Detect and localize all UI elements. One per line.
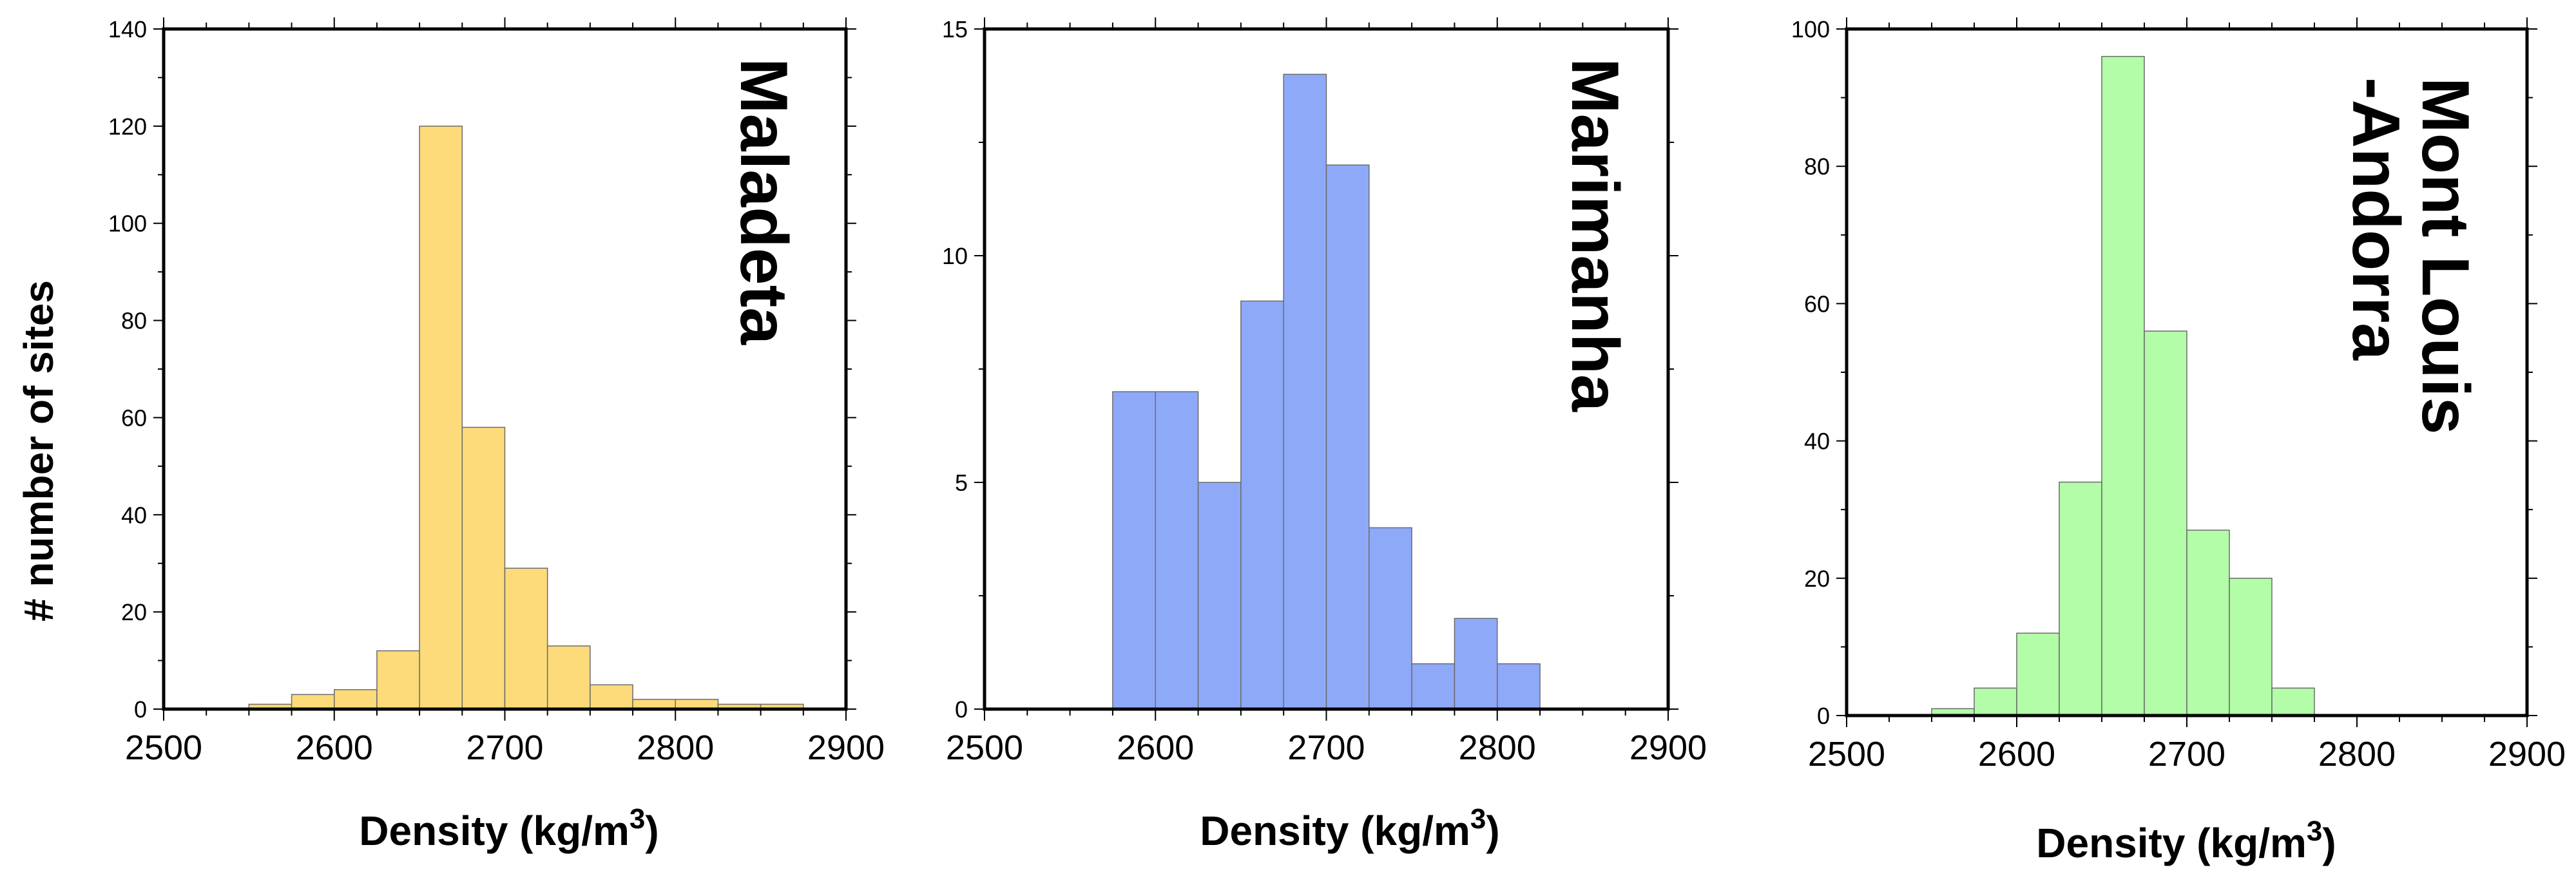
panel-title: Marimanha <box>1557 58 1632 412</box>
y-tick-label: 5 <box>955 470 968 496</box>
x-tick-label: 2600 <box>1978 735 2055 774</box>
y-tick-label: 20 <box>121 599 147 625</box>
y-tick-label: 100 <box>1791 16 1830 43</box>
y-tick-label: 20 <box>1804 565 1830 592</box>
x-tick-label: 2800 <box>637 728 714 767</box>
histogram-bar <box>1197 482 1242 710</box>
x-tick-label: 2700 <box>1287 728 1365 767</box>
x-axis-label-close: ) <box>1486 808 1499 854</box>
histogram-bar <box>1240 300 1284 710</box>
x-axis-label-superscript: 3 <box>2307 815 2322 847</box>
histogram-bar <box>1411 663 1456 710</box>
panel-title-line: Mont Louis <box>2408 77 2483 435</box>
y-tick-label: 40 <box>121 502 147 528</box>
x-tick-label: 2600 <box>296 728 373 767</box>
histogram-bar <box>419 126 463 710</box>
x-tick-label: 2800 <box>1459 728 1536 767</box>
y-tick-label: 15 <box>942 16 968 43</box>
panel-title-line: Maladeta <box>726 58 801 345</box>
histogram-bar <box>2016 632 2060 716</box>
y-tick-label: 80 <box>121 308 147 334</box>
histogram-bar <box>334 689 378 710</box>
y-tick-label: 120 <box>108 113 147 140</box>
x-tick-label: 2500 <box>946 728 1023 767</box>
histogram-bar <box>2101 55 2145 716</box>
histogram-bar <box>1497 663 1541 710</box>
histogram-panel-marimanha: 2500 2600 2700 2800 2900 0 5 10 15 Marimanha Densi… <box>942 16 1707 854</box>
x-tick-label: 2500 <box>1808 735 1885 774</box>
x-axis-label: Density (kg/m3) <box>1200 803 1499 854</box>
histogram-bar <box>1369 527 1412 710</box>
histogram-bar <box>2271 687 2315 716</box>
y-tick-label: 0 <box>955 696 968 723</box>
y-tick-label: 0 <box>134 696 147 723</box>
x-axis-label-text: Density (kg/m <box>1200 808 1470 854</box>
histogram-bar <box>1112 391 1156 710</box>
x-axis-label-close: ) <box>645 808 658 854</box>
histogram-bar <box>291 694 335 710</box>
histogram-bar <box>2229 578 2273 716</box>
histogram-bar <box>546 645 591 710</box>
histogram-bar <box>1325 164 1370 710</box>
histogram-panel-maladeta: 2500 2600 2700 2800 2900 0 20 40 60 80 100 120 140 Ma… <box>108 16 885 854</box>
x-tick-label: 2700 <box>466 728 543 767</box>
x-axis-label-superscript: 3 <box>1470 803 1486 835</box>
x-axis-label: Density (kg/m3) <box>359 803 658 854</box>
histogram-bar <box>2144 330 2187 716</box>
x-tick-label: 2600 <box>1117 728 1194 767</box>
histogram-bar <box>504 567 548 710</box>
histogram-bar <box>2186 529 2230 716</box>
panel-title-line: -Andorra <box>2338 77 2413 361</box>
panel-title: Mont Louis-Andorra <box>2338 77 2483 435</box>
x-tick-label: 2900 <box>807 728 885 767</box>
x-axis-label-text: Density (kg/m <box>359 808 630 854</box>
y-tick-label: 0 <box>1817 703 1830 729</box>
x-axis-label-close: ) <box>2322 820 2336 866</box>
x-axis-label: Density (kg/m3) <box>2036 815 2336 866</box>
x-axis-label-superscript: 3 <box>630 803 645 835</box>
histogram-bar <box>461 426 506 710</box>
x-tick-label: 2800 <box>2318 735 2396 774</box>
histogram-bar <box>590 684 633 710</box>
y-tick-label: 10 <box>942 243 968 269</box>
histogram-bar <box>1454 618 1498 710</box>
histogram-bar <box>1283 73 1327 710</box>
y-axis-label: # number of sites <box>15 280 62 622</box>
x-axis-label-text: Density (kg/m <box>2036 820 2307 866</box>
panel-title: Maladeta <box>726 58 801 345</box>
y-tick-label: 140 <box>108 16 147 43</box>
x-tick-label: 2900 <box>1629 728 1707 767</box>
histogram-bar <box>1155 391 1199 710</box>
y-tick-label: 100 <box>108 211 147 237</box>
histogram-bar <box>1974 687 2017 716</box>
y-tick-label: 40 <box>1804 428 1830 455</box>
histogram-bar <box>2059 481 2102 716</box>
histogram-bar <box>376 650 420 710</box>
panel-title-line: Marimanha <box>1557 58 1632 412</box>
y-tick-label: 80 <box>1804 153 1830 180</box>
histogram-panel-mont-louis-andorra: 2500 2600 2700 2800 2900 0 20 40 60 80 100 Mont Lou… <box>1791 16 2566 866</box>
x-tick-label: 2900 <box>2488 735 2566 774</box>
x-tick-label: 2500 <box>125 728 202 767</box>
y-tick-label: 60 <box>121 404 147 431</box>
x-tick-label: 2700 <box>2148 735 2225 774</box>
y-tick-label: 60 <box>1804 290 1830 317</box>
